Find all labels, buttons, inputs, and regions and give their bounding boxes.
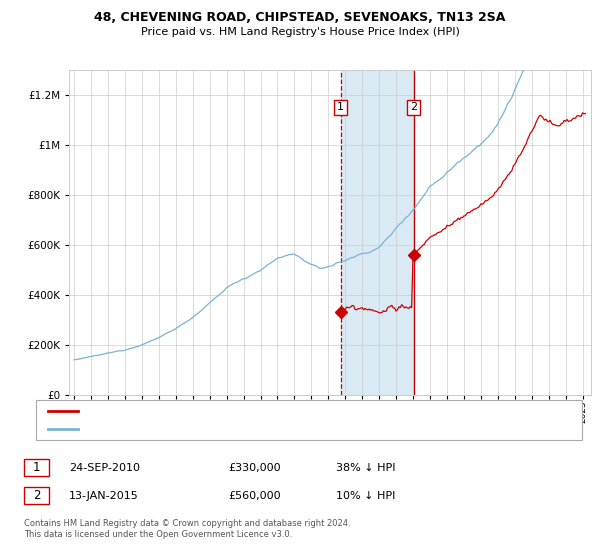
Text: Contains HM Land Registry data © Crown copyright and database right 2024.
This d: Contains HM Land Registry data © Crown c… xyxy=(24,520,350,539)
Text: Price paid vs. HM Land Registry's House Price Index (HPI): Price paid vs. HM Land Registry's House … xyxy=(140,27,460,37)
Text: 13-JAN-2015: 13-JAN-2015 xyxy=(69,491,139,501)
Text: 24-SEP-2010: 24-SEP-2010 xyxy=(69,463,140,473)
Text: £560,000: £560,000 xyxy=(228,491,281,501)
Bar xyxy=(341,70,414,395)
Text: 1: 1 xyxy=(33,461,40,474)
Text: HPI: Average price, detached house, Sevenoaks: HPI: Average price, detached house, Seve… xyxy=(84,423,317,433)
Text: 38% ↓ HPI: 38% ↓ HPI xyxy=(336,463,395,473)
Text: 48, CHEVENING ROAD, CHIPSTEAD, SEVENOAKS, TN13 2SA: 48, CHEVENING ROAD, CHIPSTEAD, SEVENOAKS… xyxy=(94,11,506,25)
Text: 48, CHEVENING ROAD, CHIPSTEAD, SEVENOAKS, TN13 2SA (detached house): 48, CHEVENING ROAD, CHIPSTEAD, SEVENOAKS… xyxy=(84,407,463,417)
Text: 1: 1 xyxy=(337,102,344,113)
Text: 2: 2 xyxy=(410,102,417,113)
Text: 10% ↓ HPI: 10% ↓ HPI xyxy=(336,491,395,501)
Text: 2: 2 xyxy=(33,489,40,502)
Text: £330,000: £330,000 xyxy=(228,463,281,473)
